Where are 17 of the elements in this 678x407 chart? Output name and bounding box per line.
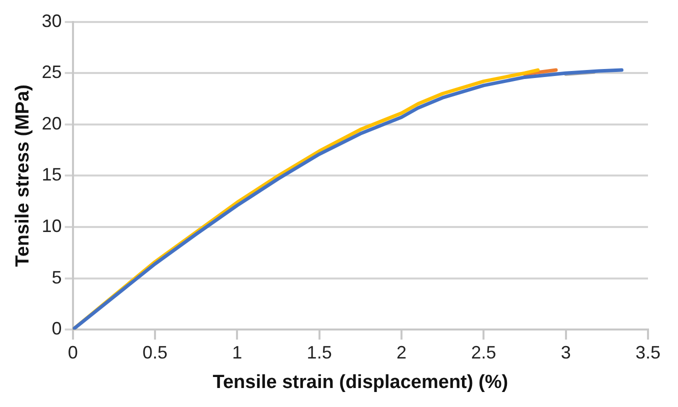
y-tick-label: 15 bbox=[42, 164, 62, 185]
x-tick-label: 0.5 bbox=[142, 342, 168, 362]
y-tick-label: 30 bbox=[42, 10, 62, 31]
x-tick-label: 1 bbox=[232, 342, 242, 362]
x-tick-label: 2 bbox=[396, 342, 407, 362]
y-tick-label: 25 bbox=[42, 62, 62, 82]
x-tick-label: 3 bbox=[560, 342, 571, 362]
x-tick-label: 3.5 bbox=[635, 342, 661, 362]
y-tick-label: 20 bbox=[42, 113, 62, 134]
y-tick-label: 0 bbox=[52, 318, 62, 339]
y-tick-label: 5 bbox=[52, 267, 62, 288]
y-axis-title: Tensile stress (MPa) bbox=[12, 84, 34, 267]
x-tick-label: 1.5 bbox=[306, 342, 332, 362]
y-tick-label: 10 bbox=[42, 216, 62, 236]
x-tick-label: 2.5 bbox=[471, 342, 496, 362]
x-axis-title: Tensile strain (displacement) (%) bbox=[212, 372, 508, 393]
x-tick-label: 0 bbox=[68, 342, 78, 362]
